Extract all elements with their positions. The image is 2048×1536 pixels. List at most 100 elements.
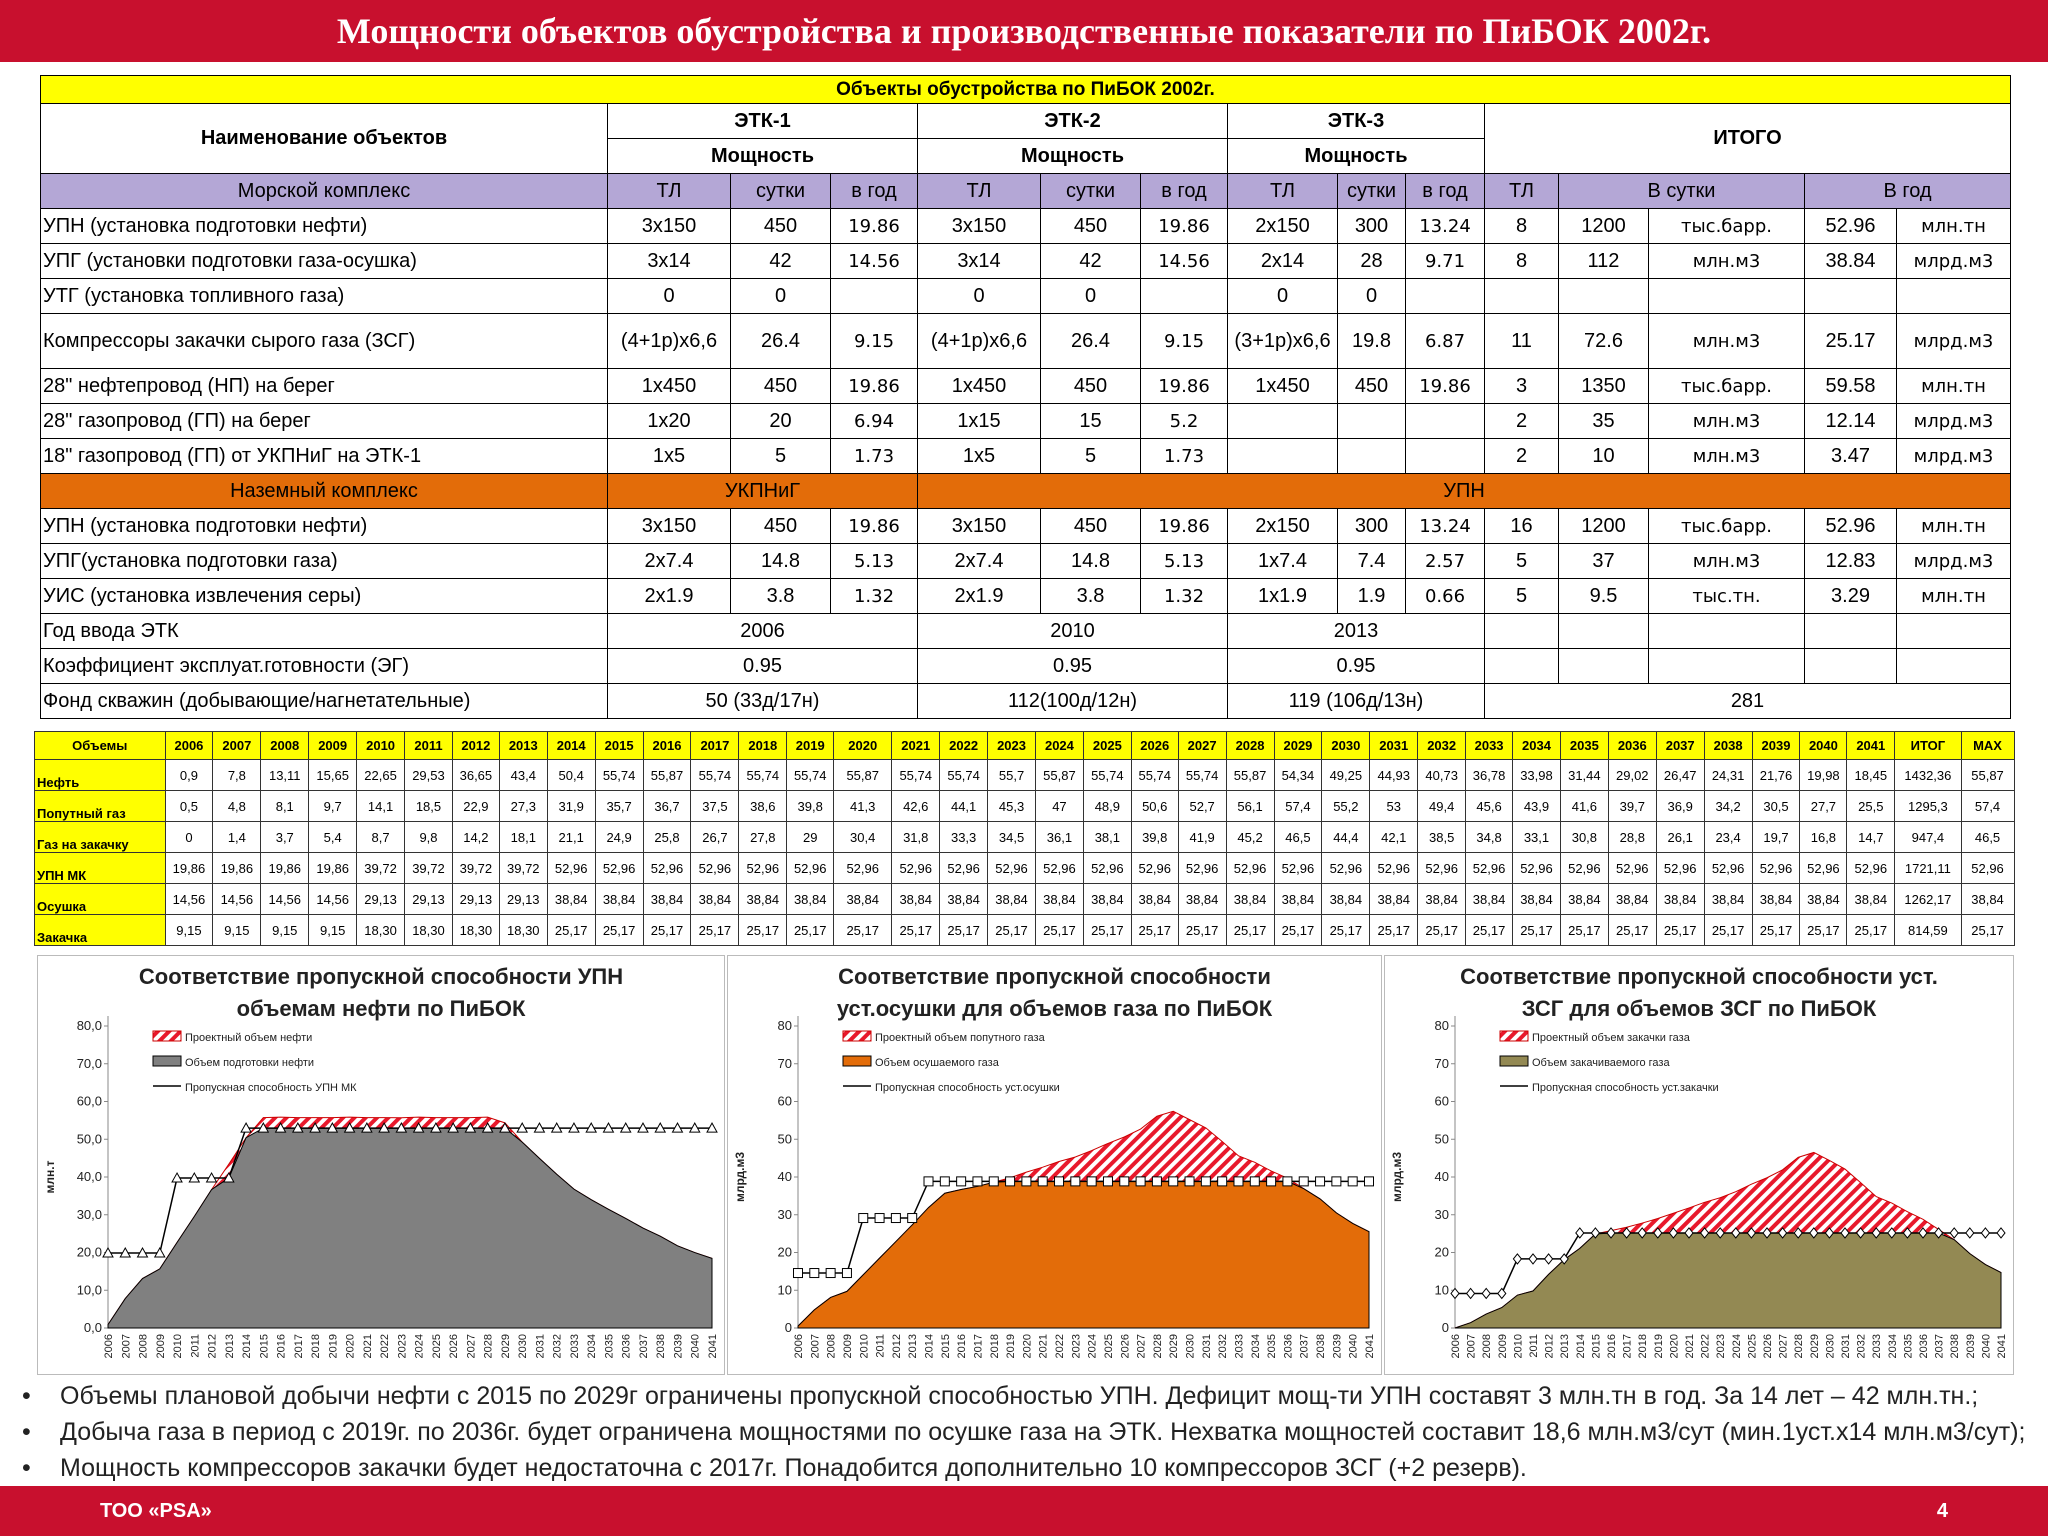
table-cell: 33,3 — [939, 821, 989, 853]
x-tick-label: 2030 — [1185, 1334, 1197, 1358]
col-tl: ТЛ — [607, 173, 731, 209]
header-cell: 2016 — [642, 731, 692, 760]
table-cell: млн.м3 — [1648, 243, 1805, 279]
capacity-marker — [1298, 1176, 1309, 1187]
y-tick-label: 10 — [778, 1282, 792, 1297]
table-cell: 3х14 — [607, 243, 731, 279]
volumes-header-row: Объемы 2006 2007 2008 2009 2010 2011 2012 2013 20… — [34, 731, 2015, 760]
capacity-marker — [1282, 1176, 1293, 1187]
capacity-marker — [858, 1213, 869, 1224]
table-cell: 8 — [1484, 243, 1559, 279]
legend-label: Объем закачиваемого газа — [1532, 1057, 1670, 1069]
table-cell: 0.66 — [1405, 578, 1485, 614]
x-tick-label: 2035 — [1902, 1334, 1914, 1358]
capacity-marker — [1777, 1227, 1788, 1239]
table-cell: 38.84 — [1804, 243, 1897, 279]
table-cell: 56,1 — [1225, 790, 1275, 822]
note-item: • Мощность компрессоров закачки будет нед… — [22, 1450, 2032, 1486]
table-cell: млн.тн — [1896, 368, 2011, 404]
table-cell: 25,17 — [939, 914, 989, 946]
actual-area — [1454, 1232, 2002, 1329]
y-axis-label: млн.т — [43, 1160, 57, 1193]
table-cell: 14.56 — [1140, 243, 1228, 279]
table-cell: 1295,3 — [1894, 790, 1962, 822]
wells-etk3: 119 (106д/13н) — [1227, 683, 1485, 719]
y-tick-label: 20 — [778, 1245, 792, 1260]
table-cell: 55,87 — [642, 759, 692, 791]
table-cell: 25,17 — [1369, 914, 1419, 946]
table-cell: 55,74 — [690, 759, 740, 791]
table-cell: 38,84 — [1960, 883, 2015, 915]
x-tick-label: 2032 — [1856, 1334, 1868, 1358]
table-cell: 5,4 — [308, 821, 358, 853]
table-cell: 8,1 — [260, 790, 310, 822]
capacity-marker — [1668, 1227, 1679, 1239]
x-tick-label: 2010 — [172, 1334, 184, 1358]
sea-complex-label: Морской комплекс — [40, 173, 608, 209]
capacity-marker — [1135, 1176, 1146, 1187]
table-cell: 25,17 — [1177, 914, 1227, 946]
capacity-marker — [1465, 1287, 1476, 1300]
header-cell: 2037 — [1655, 731, 1705, 760]
table-cell: 19.86 — [1140, 368, 1228, 404]
table-cell: 38,84 — [1177, 883, 1227, 915]
table-cell: 19.8 — [1337, 313, 1406, 369]
table-cell: 14.8 — [730, 543, 831, 579]
table-cell: 25,17 — [987, 914, 1036, 946]
y-tick-label: 60,0 — [77, 1094, 102, 1109]
table-cell: 0,9 — [164, 759, 214, 791]
table-cell: 36,1 — [1034, 821, 1084, 853]
capacity-marker — [533, 1122, 546, 1133]
table-cell: 9.5 — [1558, 578, 1649, 614]
table-cell: 39,7 — [1607, 790, 1657, 822]
table-cell: 38,84 — [738, 883, 788, 915]
capacity-marker — [619, 1122, 632, 1133]
table-cell: 9,15 — [212, 914, 262, 946]
note-item: • Объемы плановой добычи нефти с 2015 по … — [22, 1378, 2032, 1414]
table-cell: 44,4 — [1321, 821, 1371, 853]
x-tick-label: 2023 — [1715, 1334, 1727, 1358]
table-cell: 18,45 — [1846, 759, 1896, 791]
table-cell: 22,9 — [451, 790, 500, 822]
capacity-marker — [1119, 1176, 1130, 1187]
table-cell: 55,74 — [738, 759, 788, 791]
table-cell: 2.57 — [1405, 543, 1485, 579]
table-cell: 9.71 — [1405, 243, 1485, 279]
row-label: УИС (установка извлечения серы) — [40, 578, 608, 614]
x-tick-label: 2006 — [793, 1334, 805, 1358]
table-cell: 23,4 — [1703, 821, 1753, 853]
table-cell: 18,30 — [498, 914, 548, 946]
table-cell: 14,56 — [212, 883, 262, 915]
table-row: 28" нефтепровод (НП) на берег 1х450 450 19.… — [40, 368, 2011, 404]
table-cell: 72.6 — [1558, 313, 1649, 369]
legend-label: Пропускная способность УПН МК — [185, 1082, 357, 1094]
y-tick-label: 40 — [778, 1169, 792, 1184]
table-cell: 0 — [1227, 278, 1338, 314]
x-tick-label: 2025 — [431, 1334, 443, 1358]
row-label: УПН (установка подготовки нефти) — [40, 208, 608, 244]
bullet-icon: • — [22, 1418, 31, 1446]
y-axis-label: млрд.м3 — [1390, 1152, 1404, 1202]
etk3-power: Мощность — [1227, 138, 1485, 174]
capacity-marker — [602, 1122, 615, 1133]
table-row: 18" газопровод (ГП) от УКПНиГ на ЭТК-1 1х… — [40, 438, 2011, 474]
table-cell: 41,6 — [1559, 790, 1609, 822]
y-tick-label: 50 — [1435, 1131, 1449, 1146]
table-cell: 36,9 — [1655, 790, 1705, 822]
table-cell: 38,84 — [1130, 883, 1179, 915]
col-year: в год — [830, 173, 918, 209]
table-cell: 814,59 — [1894, 914, 1962, 946]
table-cell: 947,4 — [1894, 821, 1962, 853]
x-tick-label: 2008 — [138, 1334, 150, 1358]
capacity-marker — [1949, 1227, 1959, 1239]
header-cell: 2010 — [356, 731, 406, 760]
table-cell: 52,96 — [987, 852, 1036, 884]
table-cell: 450 — [1040, 368, 1141, 404]
x-tick-label: 2038 — [1315, 1334, 1327, 1358]
table-cell: 25,17 — [1960, 914, 2015, 946]
table-cell: 25,17 — [786, 914, 835, 946]
table-cell: 29,02 — [1607, 759, 1657, 791]
capacity-marker — [1762, 1227, 1772, 1239]
y-tick-label: 40,0 — [77, 1169, 102, 1184]
company-name: ТОО «PSA» — [100, 1500, 212, 1522]
